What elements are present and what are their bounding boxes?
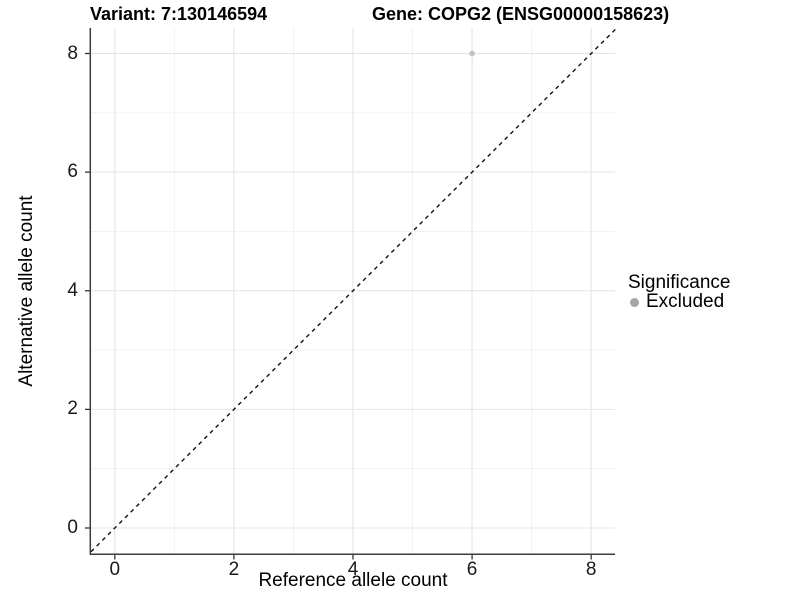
identity-reference-line bbox=[90, 27, 618, 553]
x-tick-label: 6 bbox=[466, 559, 478, 580]
y-tick-label: 0 bbox=[67, 516, 78, 538]
legend-entry-label: Excluded bbox=[646, 291, 725, 312]
gene-title: Gene: COPG2 (ENSG00000158623) bbox=[372, 4, 670, 24]
x-axis-title: Reference allele count bbox=[258, 570, 448, 591]
x-tick-label: 2 bbox=[228, 559, 240, 580]
legend-title: Significance bbox=[628, 272, 731, 293]
x-tick-label: 0 bbox=[109, 559, 121, 580]
legend-entry: Excluded bbox=[630, 291, 724, 313]
data-point bbox=[469, 50, 475, 57]
y-tick-label: 8 bbox=[67, 42, 78, 64]
y-tick-label: 2 bbox=[67, 398, 78, 420]
x-tick-label: 4 bbox=[347, 559, 359, 580]
variant-title: Variant: 7:130146594 bbox=[90, 4, 268, 24]
y-axis-title-text: Alternative allele count bbox=[16, 195, 37, 387]
y-tick-label: 4 bbox=[67, 279, 78, 301]
x-tick-label: 8 bbox=[585, 559, 597, 580]
legend-point-icon bbox=[630, 297, 639, 307]
y-tick-label: 6 bbox=[67, 161, 78, 183]
